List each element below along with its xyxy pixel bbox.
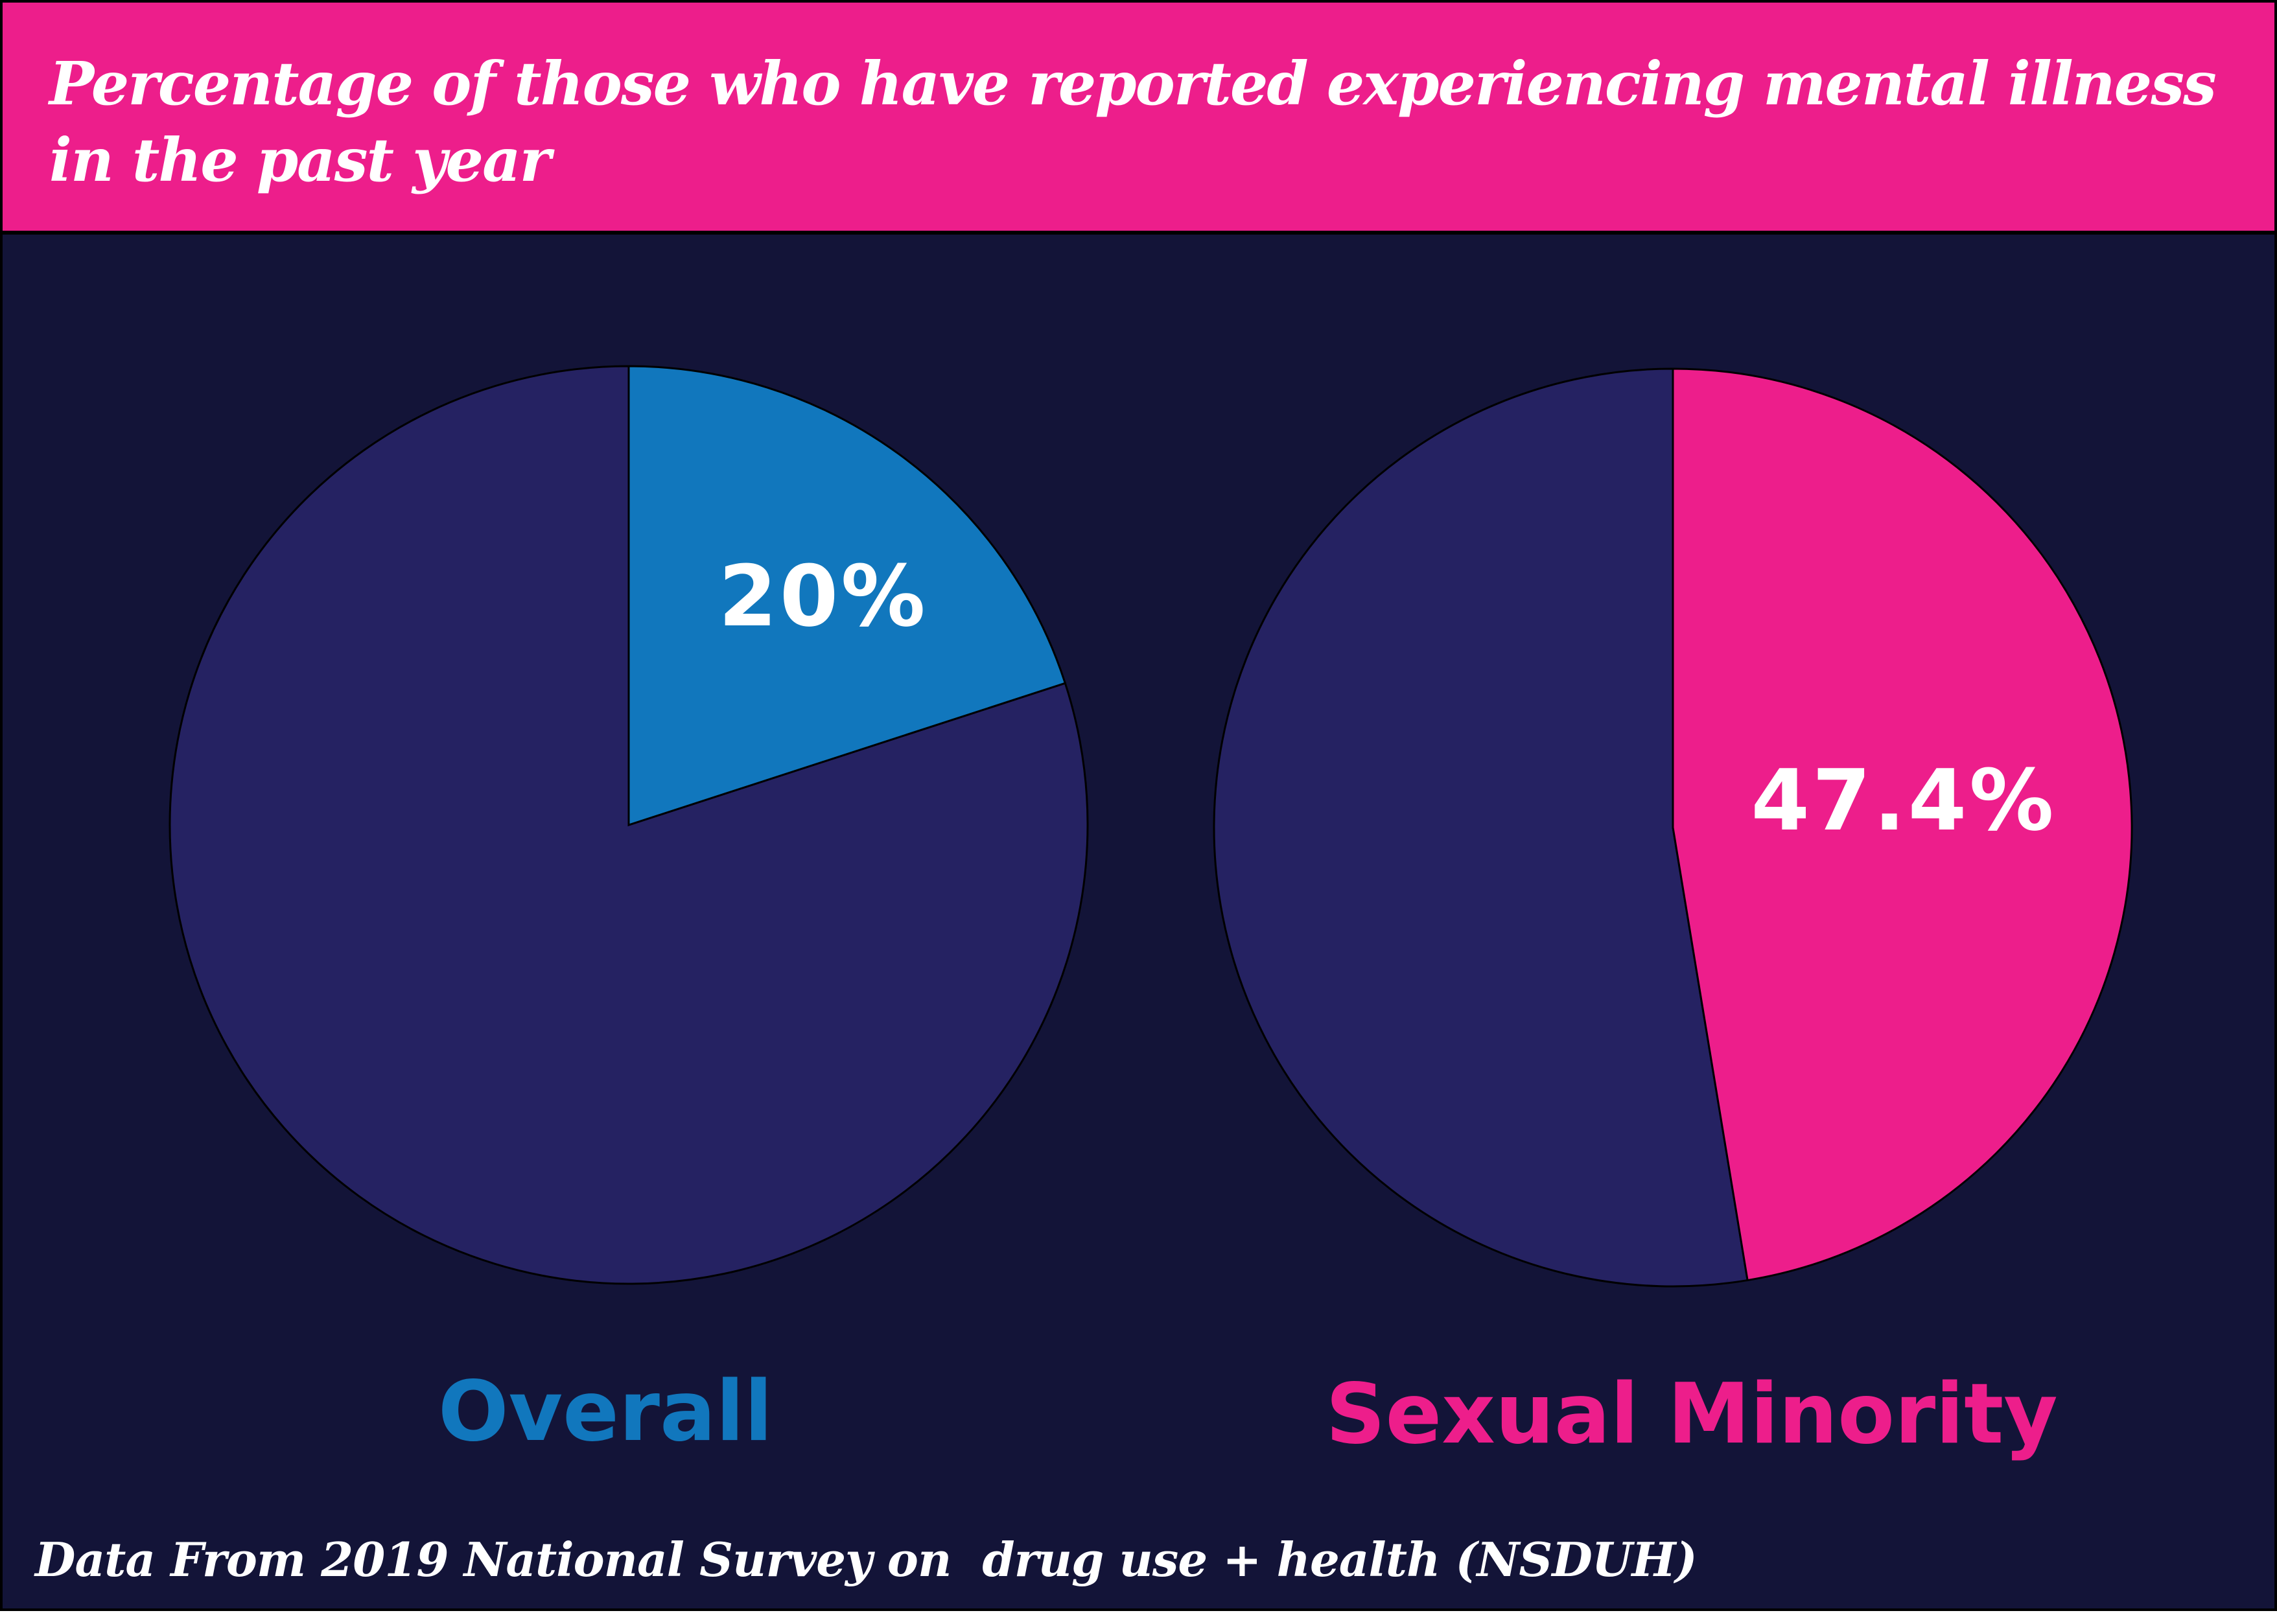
pie-slice-highlight [627, 365, 1067, 827]
title-banner: Percentage of those who have reported ex… [3, 3, 2274, 235]
pie-value-label: 20% [718, 547, 928, 645]
pie-category-label: Overall [438, 1363, 773, 1460]
source-note: Data From 2019 National Survey on drug u… [35, 1532, 1698, 1587]
pie-value-label: 47.4% [1751, 751, 2056, 850]
pie-slice-remainder [1213, 367, 1749, 1288]
pie-category-label: Sexual Minority [1325, 1366, 2057, 1463]
pie-slice-remainder [169, 365, 1089, 1285]
chart-title: Percentage of those who have reported ex… [49, 49, 2217, 195]
pie-slice-highlight [1672, 367, 2133, 1282]
